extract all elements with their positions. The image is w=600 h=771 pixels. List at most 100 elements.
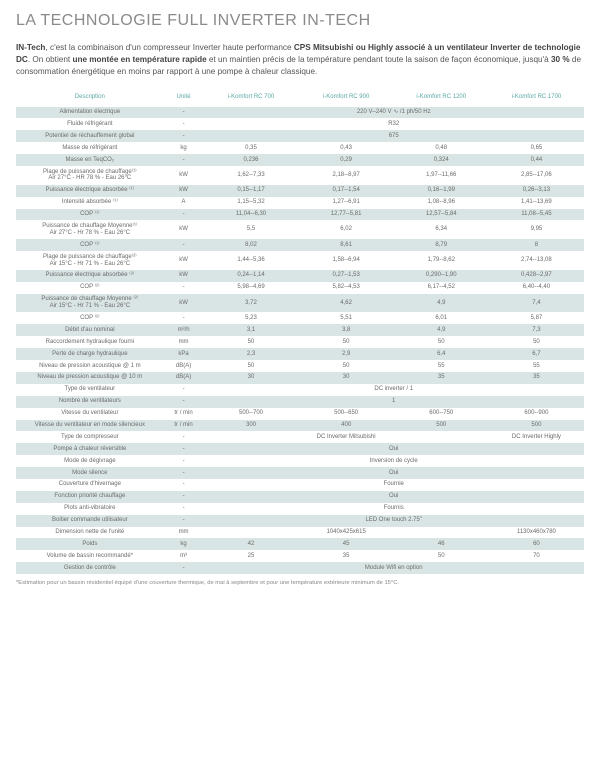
cell-description: Niveau de pression acoustique @ 10 m <box>16 372 164 384</box>
table-row: Mode silence-Oui <box>16 467 584 479</box>
cell-value: 6,34 <box>394 220 489 239</box>
cell-value-spanned: Fournis <box>203 503 584 515</box>
cell-value: 500 <box>394 420 489 432</box>
cell-value: 8,61 <box>299 239 394 251</box>
cell-description: Mode de dégivrage <box>16 455 164 467</box>
cell-value: 8,02 <box>203 239 298 251</box>
table-row: Potentiel de réchauffement global-675 <box>16 130 584 142</box>
cell-unit: - <box>164 396 204 408</box>
cell-unit: - <box>164 239 204 251</box>
page-title: LA TECHNOLOGIE FULL INVERTER IN-TECH <box>16 12 584 30</box>
cell-value: 50 <box>394 336 489 348</box>
cell-value: 7,4 <box>489 294 584 313</box>
cell-description: Plots anti-vibratoire <box>16 503 164 515</box>
cell-unit: mm <box>164 527 204 539</box>
table-row: Plots anti-vibratoire-Fournis <box>16 503 584 515</box>
cell-value: 1,27--6,91 <box>299 197 394 209</box>
cell-unit: kPa <box>164 348 204 360</box>
cell-description: Pompe à chaleur réversible <box>16 443 164 455</box>
table-row: Débit d'au nominalm³/h3,13,84,97,3 <box>16 324 584 336</box>
cell-value: 5,23 <box>203 312 298 324</box>
cell-value: 8 <box>489 239 584 251</box>
col-model-1700: i-Komfort RC 1700 <box>489 92 584 107</box>
cell-value: 60 <box>489 538 584 550</box>
cell-value: 500--700 <box>203 408 298 420</box>
cell-unit: kW <box>164 166 204 185</box>
cell-value-spanned: Oui <box>203 491 584 503</box>
cell-description: Plage de puissance de chauffage⁽¹⁾Air 27… <box>16 166 164 185</box>
cell-unit: kW <box>164 220 204 239</box>
cell-value: 6,01 <box>394 312 489 324</box>
cell-unit: dB(A) <box>164 372 204 384</box>
cell-unit: m³ <box>164 550 204 562</box>
cell-unit: - <box>164 130 204 142</box>
cell-value: 35 <box>489 372 584 384</box>
cell-unit: - <box>164 384 204 396</box>
cell-description: Vitesse du ventilateur <box>16 408 164 420</box>
cell-value: 0,48 <box>394 142 489 154</box>
col-description: Description <box>16 92 164 107</box>
cell-value: 2,3 <box>203 348 298 360</box>
cell-value-spanned: 675 <box>203 130 584 142</box>
cell-value: 0,43 <box>299 142 394 154</box>
cell-value: 0,15--1,17 <box>203 185 298 197</box>
cell-value: 1,58--6,94 <box>299 251 394 270</box>
cell-value: 6,4 <box>394 348 489 360</box>
cell-unit: kW <box>164 270 204 282</box>
cell-value: 5,5 <box>203 220 298 239</box>
table-row: Niveau de pression acoustique @ 10 mdB(A… <box>16 372 584 384</box>
cell-unit: - <box>164 479 204 491</box>
cell-unit: A <box>164 197 204 209</box>
cell-unit: - <box>164 467 204 479</box>
cell-unit: tr / min <box>164 420 204 432</box>
table-row: Type de ventilateur-DC inverter / 1 <box>16 384 584 396</box>
cell-value: 300 <box>203 420 298 432</box>
cell-description: COP ⁽¹⁾ <box>16 239 164 251</box>
cell-value: 5,87 <box>489 312 584 324</box>
cell-value: 50 <box>299 336 394 348</box>
table-row: Perte de charge hydrauliquekPa2,32,96,46… <box>16 348 584 360</box>
cell-value: 25 <box>203 550 298 562</box>
cell-value: 0,324 <box>394 154 489 166</box>
cell-description: Puissance de chauffage Moyenne⁽¹⁾Air 27°… <box>16 220 164 239</box>
cell-description: Type de ventilateur <box>16 384 164 396</box>
cell-value: 5,98--4,69 <box>203 282 298 294</box>
cell-description: COP ⁽¹⁾ <box>16 209 164 221</box>
col-model-700: i-Komfort RC 700 <box>203 92 298 107</box>
cell-value: 2,9 <box>299 348 394 360</box>
cell-description: COP ⁽²⁾ <box>16 282 164 294</box>
cell-value: 0,35 <box>203 142 298 154</box>
cell-unit: kg <box>164 142 204 154</box>
cell-value: 11,04--6,30 <box>203 209 298 221</box>
col-unit: Unité <box>164 92 204 107</box>
cell-unit: kW <box>164 294 204 313</box>
cell-value: 42 <box>203 538 298 550</box>
cell-value: 50 <box>489 336 584 348</box>
cell-value-spanned: Oui <box>203 467 584 479</box>
table-row: Couverture d'hivernage-Fournie <box>16 479 584 491</box>
cell-unit: tr / min <box>164 408 204 420</box>
cell-value: 50 <box>203 336 298 348</box>
cell-unit: - <box>164 118 204 130</box>
cell-value: 5,51 <box>299 312 394 324</box>
cell-unit: - <box>164 107 204 119</box>
spec-table: Description Unité i-Komfort RC 700 i-Kom… <box>16 92 584 574</box>
cell-value: 1,44--5,36 <box>203 251 298 270</box>
cell-value: 1,79--8,62 <box>394 251 489 270</box>
table-row: Plage de puissance de chauffage⁽²⁾Air 15… <box>16 251 584 270</box>
cell-unit: - <box>164 503 204 515</box>
cell-unit: kW <box>164 251 204 270</box>
table-row: Gestion de contrôle-Module Wifi en optio… <box>16 562 584 574</box>
cell-value: 0,290--1,90 <box>394 270 489 282</box>
cell-description: Couverture d'hivernage <box>16 479 164 491</box>
cell-value: 35 <box>299 550 394 562</box>
cell-value: 6,17--4,52 <box>394 282 489 294</box>
cell-value-spanned: DC Inverter Mitsubishi <box>203 431 488 443</box>
cell-value-spanned: R32 <box>203 118 584 130</box>
cell-value: 1,41--13,69 <box>489 197 584 209</box>
cell-description: Gestion de contrôle <box>16 562 164 574</box>
cell-description: Puissance de chauffage Moyenne ⁽²⁾Air 15… <box>16 294 164 313</box>
cell-description: Boitier commande utilisateur <box>16 515 164 527</box>
table-row: COP ⁽²⁾-5,235,516,015,87 <box>16 312 584 324</box>
cell-unit: kW <box>164 185 204 197</box>
